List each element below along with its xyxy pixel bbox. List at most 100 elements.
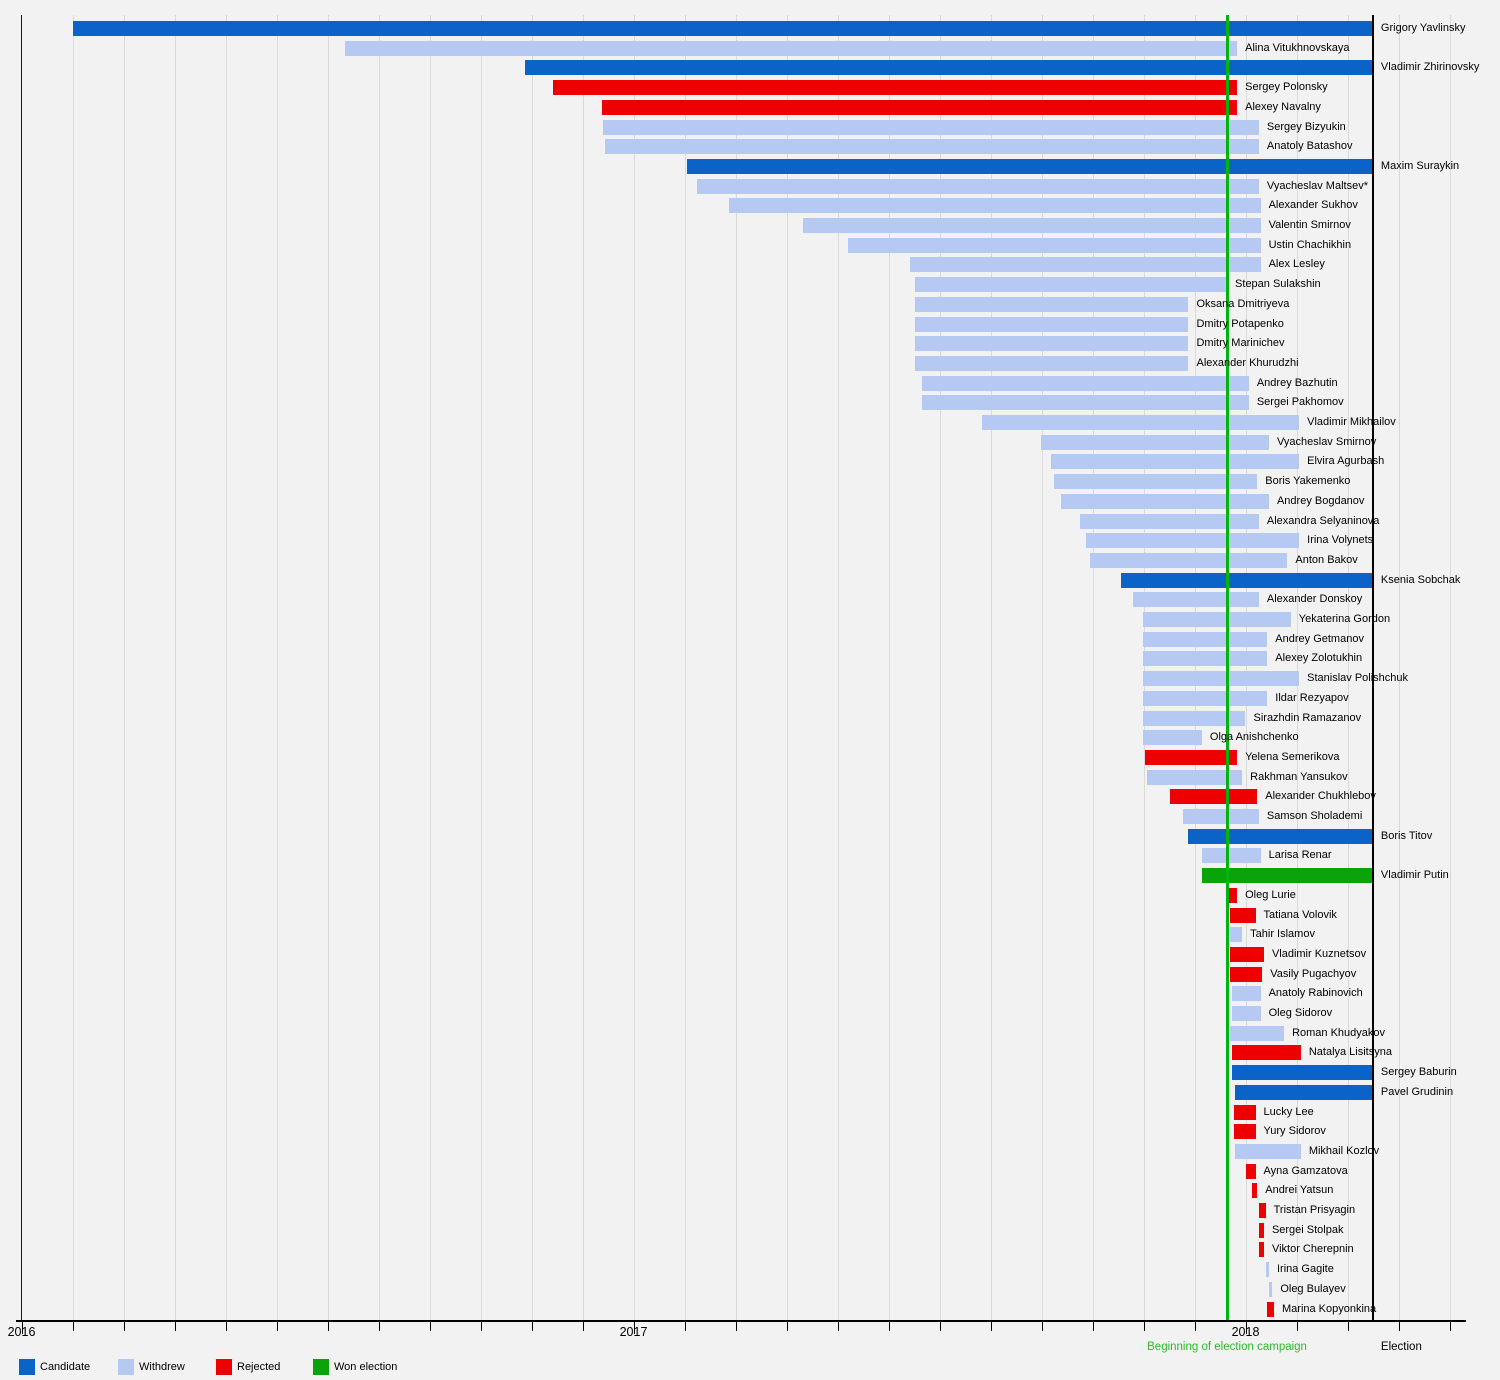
bar-label[interactable]: Irina Volynets [1307, 534, 1374, 547]
timeline-bar[interactable] [524, 60, 1373, 76]
timeline-bar[interactable] [1051, 454, 1300, 470]
bar-label[interactable]: Alex Lesley [1268, 258, 1325, 271]
bar-label[interactable]: Vasily Pugachyov [1270, 967, 1357, 980]
bar-label[interactable]: Ustin Chachikhin [1268, 238, 1352, 251]
timeline-bar[interactable] [1267, 1301, 1274, 1317]
timeline-bar[interactable] [553, 80, 1238, 96]
bar-label[interactable]: Vladimir Kuznetsov [1271, 947, 1367, 960]
timeline-bar[interactable] [1230, 927, 1243, 943]
bar-label[interactable]: Andrey Getmanov [1275, 632, 1364, 645]
bar-label[interactable]: Alina Vitukhnovskaya [1245, 41, 1350, 54]
timeline-bar[interactable] [1143, 612, 1291, 627]
bar-label[interactable]: Tahir Islamov [1250, 928, 1315, 941]
timeline-bar[interactable] [1121, 572, 1373, 588]
timeline-bar[interactable] [1201, 848, 1261, 864]
timeline-bar[interactable] [1054, 474, 1258, 490]
bar-label[interactable]: Oleg Bulayev [1280, 1282, 1346, 1295]
timeline-bar[interactable] [1230, 1025, 1285, 1041]
timeline-bar[interactable] [1170, 789, 1258, 805]
bar-label[interactable]: Oksana Dmitriyeva [1196, 297, 1290, 310]
bar-label[interactable]: Sirazhdin Ramazanov [1253, 711, 1362, 724]
bar-label[interactable]: Oleg Sidorov [1268, 1007, 1333, 1019]
timeline-bar[interactable] [1188, 828, 1373, 844]
bar-label[interactable]: Ksenia Sobchak [1380, 573, 1461, 586]
timeline-bar[interactable] [1232, 986, 1261, 1002]
bar-label[interactable]: Alexey Navalny [1245, 100, 1321, 113]
timeline-bar[interactable] [1086, 533, 1300, 549]
bar-label[interactable]: Tatiana Volovik [1263, 908, 1337, 921]
timeline-bar[interactable] [697, 178, 1259, 194]
bar-label[interactable]: Alexander Khurudzhi [1196, 356, 1299, 369]
bar-label[interactable]: Alexey Zolotukhin [1275, 652, 1363, 665]
bar-label[interactable]: Marina Kopyonkina [1282, 1302, 1377, 1315]
bar-label[interactable]: Samson Sholademi [1266, 810, 1363, 822]
timeline-bar[interactable] [1232, 1045, 1301, 1061]
timeline-bar[interactable] [1235, 1143, 1301, 1159]
bar-label[interactable]: Dmitry Marinichev [1196, 337, 1285, 350]
timeline-bar[interactable] [687, 158, 1373, 174]
bar-label[interactable]: Dmitry Potapenko [1196, 317, 1284, 330]
bar-label[interactable]: Tristan Prisyagin [1273, 1204, 1356, 1216]
bar-label[interactable]: Maxim Suraykin [1380, 159, 1460, 172]
bar-label[interactable]: Vladimir Zhirinovsky [1380, 61, 1480, 74]
timeline-bar[interactable] [1079, 513, 1259, 529]
bar-label[interactable]: Vladimir Mikhailov [1307, 416, 1396, 428]
timeline-bar[interactable] [1143, 631, 1268, 647]
bar-label[interactable]: Natalya Lisitsyna [1308, 1046, 1392, 1059]
timeline-bar[interactable] [921, 375, 1249, 391]
timeline-bar[interactable] [1146, 769, 1243, 785]
bar-label[interactable]: Sergei Stolpak [1271, 1223, 1344, 1236]
timeline-bar[interactable] [1040, 434, 1269, 450]
timeline-bar[interactable] [603, 119, 1259, 135]
timeline-bar[interactable] [1232, 1065, 1373, 1081]
bar-label[interactable]: Mikhail Kozlov [1308, 1144, 1380, 1157]
timeline-bar[interactable] [915, 336, 1189, 352]
timeline-bar[interactable] [915, 316, 1189, 332]
bar-label[interactable]: Anatoly Rabinovich [1268, 987, 1363, 1000]
bar-label[interactable]: Viktor Cherepnin [1271, 1243, 1354, 1256]
timeline-bar[interactable] [729, 198, 1261, 214]
timeline-bar[interactable] [982, 415, 1300, 430]
bar-label[interactable]: Andrey Bogdanov [1276, 494, 1365, 507]
bar-label[interactable]: Larisa Renar [1268, 849, 1332, 862]
timeline-bar[interactable] [915, 355, 1189, 371]
bar-label[interactable]: Ayna Gamzatova [1263, 1164, 1348, 1177]
timeline-bar[interactable] [1144, 749, 1238, 765]
timeline-bar[interactable] [1235, 1084, 1373, 1100]
bar-label[interactable]: Vladimir Putin [1380, 869, 1449, 882]
bar-label[interactable]: Oleg Lurie [1245, 888, 1296, 901]
timeline-bar[interactable] [1143, 730, 1202, 746]
timeline-bar[interactable] [1133, 592, 1259, 608]
timeline-bar[interactable] [1245, 1163, 1256, 1179]
timeline-bar[interactable] [1227, 887, 1238, 903]
bar-label[interactable]: Rakhman Yansukov [1250, 770, 1348, 783]
timeline-bar[interactable] [601, 99, 1238, 115]
bar-label[interactable]: Alexandra Selyaninova [1266, 514, 1380, 527]
timeline-bar[interactable] [1258, 1203, 1266, 1218]
bar-label[interactable]: Yelena Semerikova [1245, 750, 1340, 763]
bar-label[interactable]: Sergey Polonsky [1245, 81, 1328, 94]
timeline-bar[interactable] [1230, 946, 1264, 962]
timeline-bar[interactable] [1230, 907, 1256, 923]
timeline-bar[interactable] [1265, 1262, 1269, 1278]
bar-label[interactable]: Valentin Smirnov [1268, 219, 1351, 231]
bar-label[interactable]: Pavel Grudinin [1380, 1085, 1454, 1098]
bar-label[interactable]: Ildar Rezyapov [1275, 691, 1349, 704]
bar-label[interactable]: Alexander Chukhlebov [1265, 790, 1376, 803]
bar-label[interactable]: Yury Sidorov [1263, 1125, 1326, 1138]
timeline-bar[interactable] [915, 277, 1228, 293]
bar-label[interactable]: Anatoly Batashov [1266, 140, 1353, 153]
bar-label[interactable]: Boris Yakemenko [1265, 475, 1351, 488]
timeline-bar[interactable] [1252, 1183, 1258, 1199]
timeline-bar[interactable] [1089, 552, 1288, 568]
bar-label[interactable]: Alexander Sukhov [1268, 199, 1358, 212]
timeline-bar[interactable] [1061, 493, 1269, 509]
bar-label[interactable]: Roman Khudyakov [1292, 1026, 1386, 1039]
bar-label[interactable]: Vyacheslav Smirnov [1276, 435, 1377, 448]
timeline-bar[interactable] [1143, 690, 1268, 706]
timeline-bar[interactable] [1233, 1124, 1256, 1140]
timeline-bar[interactable] [802, 218, 1261, 233]
timeline-bar[interactable] [921, 395, 1249, 411]
timeline-bar[interactable] [604, 139, 1259, 155]
bar-label[interactable]: Stepan Sulakshin [1235, 278, 1321, 291]
